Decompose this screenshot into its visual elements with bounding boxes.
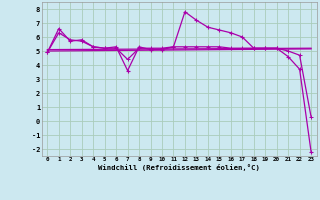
X-axis label: Windchill (Refroidissement éolien,°C): Windchill (Refroidissement éolien,°C) xyxy=(98,164,260,171)
